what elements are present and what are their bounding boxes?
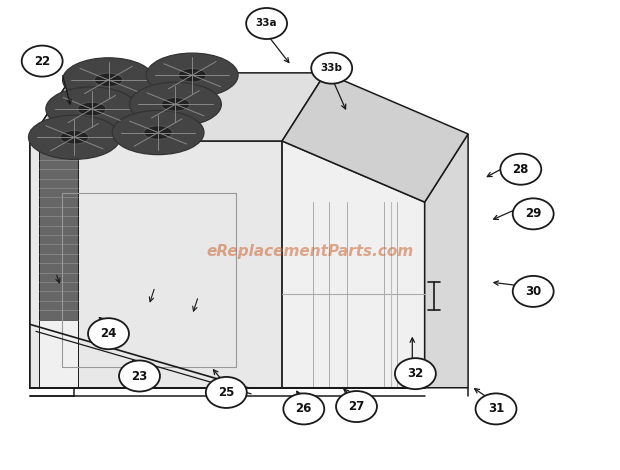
Text: eReplacementParts.com: eReplacementParts.com	[206, 244, 414, 259]
Text: 26: 26	[296, 402, 312, 415]
Text: 28: 28	[513, 163, 529, 176]
Ellipse shape	[94, 73, 123, 87]
Text: 27: 27	[348, 400, 365, 413]
Ellipse shape	[63, 58, 154, 102]
Ellipse shape	[29, 115, 120, 159]
Circle shape	[513, 276, 554, 307]
Ellipse shape	[78, 102, 106, 116]
Polygon shape	[30, 141, 282, 388]
Text: 33a: 33a	[256, 18, 277, 29]
Circle shape	[283, 393, 324, 424]
Ellipse shape	[60, 130, 89, 144]
Text: 23: 23	[131, 369, 148, 383]
Circle shape	[246, 8, 287, 39]
Text: 31: 31	[488, 402, 504, 415]
Ellipse shape	[144, 126, 172, 139]
Ellipse shape	[161, 97, 190, 111]
Circle shape	[476, 393, 516, 424]
Circle shape	[395, 358, 436, 389]
Circle shape	[500, 154, 541, 185]
Ellipse shape	[112, 110, 204, 155]
Ellipse shape	[130, 82, 221, 126]
Polygon shape	[282, 141, 425, 388]
Polygon shape	[282, 73, 468, 202]
Circle shape	[513, 198, 554, 229]
Polygon shape	[30, 73, 74, 388]
Circle shape	[22, 46, 63, 77]
Text: 30: 30	[525, 285, 541, 298]
Ellipse shape	[178, 68, 206, 82]
Circle shape	[336, 391, 377, 422]
Polygon shape	[39, 141, 78, 320]
Circle shape	[206, 377, 247, 408]
Text: 25: 25	[218, 386, 234, 399]
Text: 24: 24	[100, 327, 117, 340]
Polygon shape	[39, 320, 78, 388]
Text: 32: 32	[407, 367, 423, 380]
Polygon shape	[30, 73, 326, 141]
Text: 22: 22	[34, 55, 50, 68]
Circle shape	[88, 318, 129, 349]
Text: 29: 29	[525, 207, 541, 220]
Polygon shape	[425, 134, 468, 388]
Ellipse shape	[146, 53, 238, 97]
Circle shape	[119, 360, 160, 392]
Circle shape	[311, 53, 352, 84]
Text: 33b: 33b	[321, 63, 343, 73]
Ellipse shape	[46, 87, 138, 131]
